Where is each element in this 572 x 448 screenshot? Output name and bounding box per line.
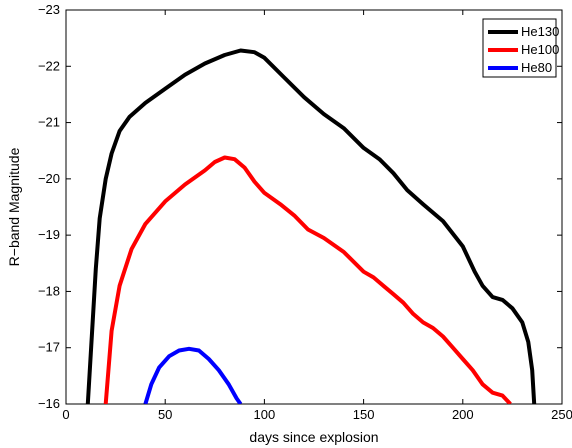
y-tick-label: −19: [38, 227, 60, 242]
y-axis-label: R−band Magnitude: [6, 147, 22, 266]
y-tick-label: −18: [38, 283, 60, 298]
legend-label-he100: He100: [521, 42, 559, 57]
y-tick-label: −21: [38, 115, 60, 130]
legend: He130 He100 He80: [483, 19, 559, 77]
x-tick-label: 100: [254, 407, 276, 422]
legend-label-he130: He130: [521, 24, 559, 39]
x-tick-label: 200: [452, 407, 474, 422]
x-tick-label: 150: [353, 407, 375, 422]
y-tick-label: −17: [38, 340, 60, 355]
legend-label-he80: He80: [521, 60, 552, 75]
x-tick-label: 0: [62, 407, 69, 422]
x-tick-label: 250: [551, 407, 572, 422]
x-axis-label: days since explosion: [249, 429, 378, 445]
y-tick-label: −23: [38, 2, 60, 17]
x-tick-label: 50: [158, 407, 172, 422]
y-tick-label: −20: [38, 171, 60, 186]
y-tick-label: −16: [38, 396, 60, 411]
y-tick-label: −22: [38, 58, 60, 73]
